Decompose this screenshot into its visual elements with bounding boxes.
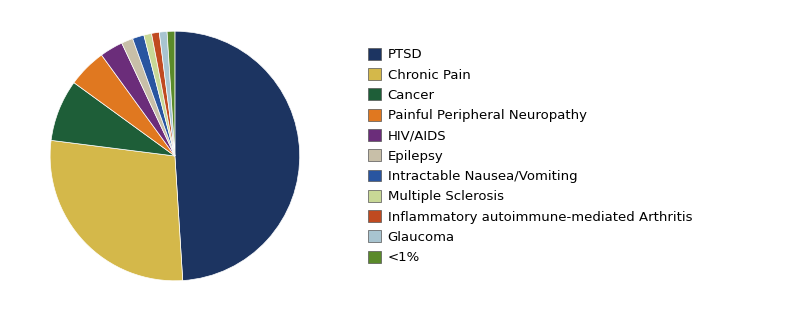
Wedge shape (167, 31, 175, 156)
Wedge shape (50, 140, 183, 281)
Wedge shape (74, 55, 175, 156)
Wedge shape (133, 35, 175, 156)
Wedge shape (122, 39, 175, 156)
Wedge shape (159, 32, 175, 156)
Legend: PTSD, Chronic Pain, Cancer, Painful Peripheral Neuropathy, HIV/AIDS, Epilepsy, I: PTSD, Chronic Pain, Cancer, Painful Peri… (365, 45, 695, 267)
Wedge shape (51, 83, 175, 156)
Wedge shape (152, 32, 175, 156)
Wedge shape (175, 31, 300, 280)
Wedge shape (102, 43, 175, 156)
Wedge shape (144, 33, 175, 156)
